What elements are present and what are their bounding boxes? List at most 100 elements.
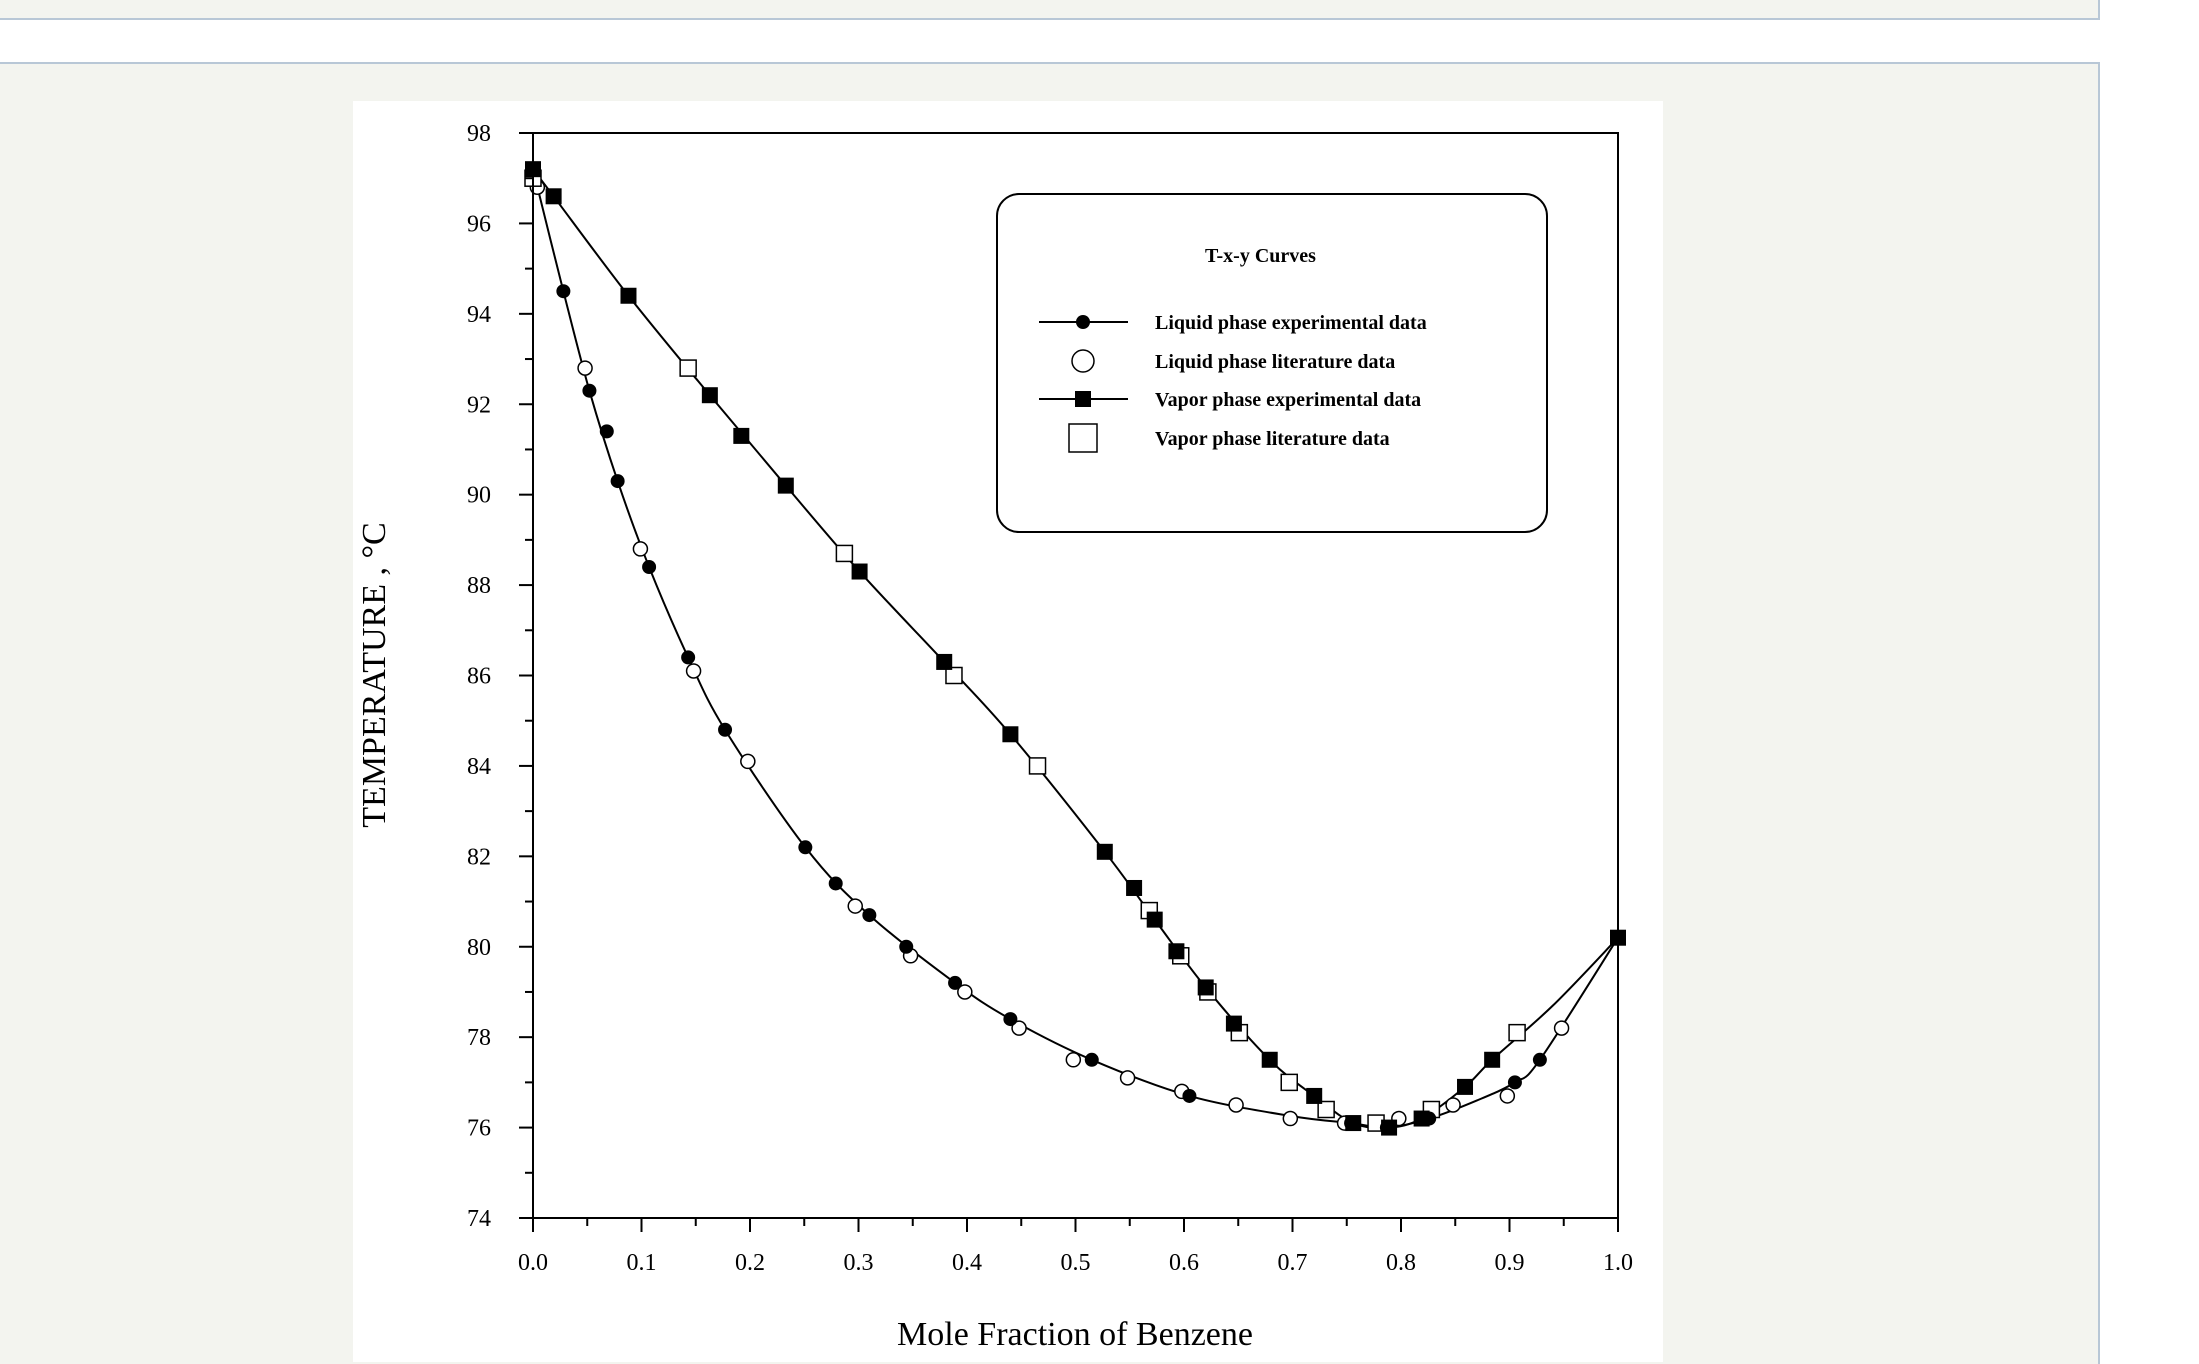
y-tick-label: 84	[467, 754, 491, 780]
legend-marker-open-square	[1068, 423, 1098, 453]
legend: T-x-y Curves Liquid phase experimental d…	[996, 193, 1548, 533]
filled-square-point	[1345, 1115, 1362, 1132]
filled-circle-point	[582, 383, 597, 398]
open-circle-point	[577, 360, 593, 376]
open-circle-point	[1119, 1070, 1136, 1086]
markers-layer	[524, 161, 1626, 1136]
legend-box	[996, 193, 1548, 533]
y-axis-title: TEMPERATURE , °C	[356, 522, 393, 827]
legend-marker-filled-circle	[1076, 315, 1090, 329]
x-tick-label: 0.5	[1061, 1250, 1091, 1276]
open-circle-point	[1282, 1110, 1299, 1127]
open-circle-point	[1011, 1020, 1027, 1036]
y-tick-label: 90	[467, 483, 491, 509]
filled-circle-point	[948, 975, 963, 990]
legend-label: Liquid phase experimental data	[1155, 312, 1427, 334]
filled-circle-point	[862, 908, 877, 923]
filled-square-point	[1261, 1051, 1278, 1068]
open-circle-point	[1445, 1097, 1461, 1113]
filled-circle-point	[1507, 1075, 1522, 1090]
filled-circle-point	[610, 474, 625, 489]
y-tick-label: 98	[467, 121, 491, 147]
y-tick-label: 78	[467, 1025, 491, 1051]
open-square-point	[1508, 1023, 1526, 1042]
filled-square-point	[620, 287, 637, 304]
open-circle-point	[957, 984, 973, 1000]
filled-circle-point	[681, 650, 696, 665]
filled-circle-point	[1003, 1012, 1018, 1027]
open-circle-point	[632, 541, 649, 557]
filled-circle-point	[718, 722, 733, 737]
chart-frame: 0.0 0.1 0.2 0.3 0.4 0.5 0.6 0.7 0.8 0.9 1.0 74 76 78 8…	[353, 101, 1663, 1362]
x-tick-label: 0.9	[1495, 1250, 1525, 1276]
filled-circle-point	[1182, 1088, 1197, 1103]
filled-circle-point	[828, 876, 843, 891]
open-circle-point	[1228, 1097, 1244, 1113]
legend-label: Liquid phase literature data	[1155, 351, 1395, 373]
filled-square-point	[1413, 1110, 1430, 1127]
top-panel	[0, 0, 2100, 20]
y-tick-label: 76	[467, 1116, 491, 1142]
filled-square-point	[1484, 1051, 1501, 1068]
filled-square-point	[1306, 1087, 1323, 1104]
open-circle-point	[740, 753, 756, 770]
legend-label: Vapor phase experimental data	[1155, 389, 1421, 411]
filled-circle-point	[899, 939, 914, 954]
filled-square-point	[1126, 879, 1143, 896]
open-square-point	[679, 359, 697, 377]
filled-square-point	[936, 653, 953, 670]
y-tick-label: 80	[467, 935, 491, 961]
x-tick-label: 0.3	[844, 1250, 874, 1276]
x-tick-label: 0.0	[518, 1250, 548, 1276]
open-circle-point	[1553, 1020, 1570, 1036]
x-tick-label: 0.2	[735, 1250, 765, 1276]
x-tick-label: 0.8	[1386, 1250, 1416, 1276]
y-tick-label: 88	[467, 573, 491, 599]
filled-square-point	[701, 387, 718, 404]
filled-square-point	[1197, 979, 1214, 996]
filled-circle-point	[642, 560, 657, 574]
filled-circle-point	[556, 284, 571, 299]
legend-title: T-x-y Curves	[1205, 245, 1316, 267]
x-tick-label: 0.4	[952, 1250, 982, 1276]
filled-square-point	[1168, 943, 1185, 960]
filled-circle-point	[1084, 1052, 1099, 1067]
y-tick-label: 96	[467, 211, 491, 237]
y-tick-label: 86	[467, 664, 491, 690]
open-circle-point	[1499, 1088, 1516, 1104]
filled-circle-point	[599, 424, 614, 439]
open-circle-point	[847, 898, 863, 914]
y-tick-label: 82	[467, 844, 491, 870]
filled-square-point	[1225, 1015, 1242, 1032]
y-tick-label: 94	[467, 302, 491, 328]
open-square-point	[1280, 1073, 1298, 1092]
legend-entries: Liquid phase experimental data Liquid pha…	[1039, 312, 1427, 453]
filled-circle-point	[798, 840, 813, 855]
y-tick-label: 92	[467, 392, 491, 418]
filled-square-point	[1002, 726, 1019, 743]
x-tick-label: 0.1	[627, 1250, 657, 1276]
open-square-point	[945, 666, 963, 685]
open-circle-point	[685, 663, 702, 679]
filled-square-point	[1096, 843, 1113, 860]
legend-marker-filled-square	[1075, 391, 1091, 407]
filled-square-point	[1381, 1119, 1398, 1136]
filled-square-point	[545, 188, 562, 205]
open-circle-point	[1065, 1052, 1082, 1068]
ticks-layer: 0.0 0.1 0.2 0.3 0.4 0.5 0.6 0.7 0.8 0.9 1.0 74 76 78 8…	[467, 121, 1633, 1276]
legend-marker-open-circle	[1071, 349, 1095, 373]
filled-square-point	[777, 477, 794, 494]
filled-square-point	[1146, 911, 1163, 928]
open-square-point	[1028, 757, 1047, 775]
open-square-point	[1317, 1100, 1335, 1119]
filled-circle-point	[1532, 1052, 1547, 1067]
filled-square-point	[851, 563, 868, 580]
x-tick-label: 0.7	[1278, 1250, 1308, 1276]
filled-square-point	[733, 427, 750, 444]
filled-square-point	[1457, 1078, 1474, 1095]
open-square-point	[835, 544, 854, 563]
legend-label: Vapor phase literature data	[1155, 428, 1390, 450]
txy-chart: 0.0 0.1 0.2 0.3 0.4 0.5 0.6 0.7 0.8 0.9 1.0 74 76 78 8…	[356, 121, 1633, 1353]
x-tick-label: 1.0	[1603, 1250, 1633, 1276]
x-axis-title: Mole Fraction of Benzene	[897, 1316, 1253, 1353]
